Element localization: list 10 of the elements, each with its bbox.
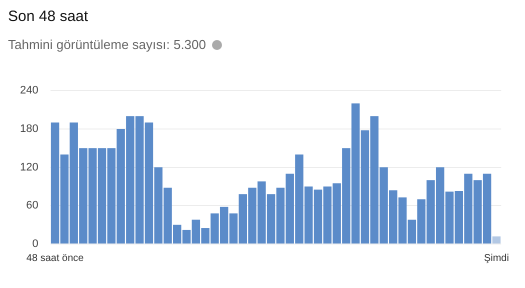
chart-subtitle: Tahmini görüntüleme sayısı: 5.300 bbox=[8, 37, 206, 52]
x-tick-label: Şimdi bbox=[484, 252, 509, 264]
y-tick-label: 120 bbox=[20, 161, 38, 174]
x-tick-label: 48 saat önce bbox=[26, 252, 84, 264]
y-tick-label: 240 bbox=[20, 84, 38, 97]
chart-title: Son 48 saat bbox=[8, 8, 90, 25]
bar bbox=[492, 236, 501, 244]
y-tick-label: 180 bbox=[20, 122, 38, 135]
y-tick-label: 0 bbox=[32, 238, 38, 250]
y-tick-label: 60 bbox=[26, 200, 38, 212]
